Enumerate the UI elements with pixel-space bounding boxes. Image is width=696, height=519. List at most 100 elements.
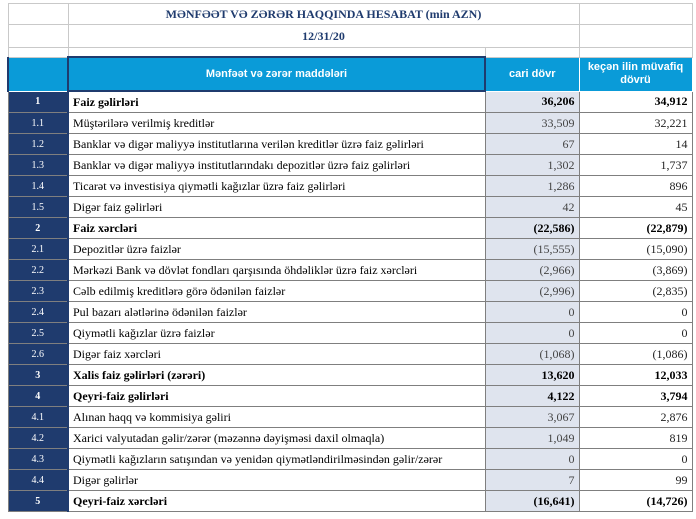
current-period-column-header[interactable]: cari dövr bbox=[484, 56, 580, 92]
current-period-value-cell[interactable]: 67 bbox=[485, 133, 580, 155]
row-label-cell[interactable]: Qeyri-faiz gəlirləri bbox=[67, 385, 486, 407]
current-period-value-cell[interactable]: 1,302 bbox=[485, 154, 580, 176]
row-number-cell[interactable]: 1.3 bbox=[7, 154, 69, 176]
row-number-cell[interactable]: 2 bbox=[7, 217, 69, 239]
row-number-cell[interactable]: 3 bbox=[7, 364, 69, 386]
prior-period-value-cell[interactable]: (22,879) bbox=[579, 217, 693, 239]
row-label-cell[interactable]: Digər faiz gəlirləri bbox=[67, 196, 486, 218]
current-period-value-cell[interactable]: 1,049 bbox=[485, 427, 580, 449]
row-label-cell[interactable]: Digər gəlirlər bbox=[67, 469, 486, 491]
current-period-value-cell[interactable]: 7 bbox=[485, 469, 580, 491]
prior-period-value-cell[interactable]: 0 bbox=[579, 301, 693, 323]
row-number-cell[interactable]: 2.1 bbox=[7, 238, 69, 260]
row-number-cell[interactable]: 4.2 bbox=[7, 427, 69, 449]
row-number-cell[interactable]: 1.1 bbox=[7, 112, 69, 134]
prior-period-value-cell[interactable]: 45 bbox=[579, 196, 693, 218]
table-row: 2.3 Cəlb edilmiş kreditlərə görə ödənilən… bbox=[7, 280, 693, 302]
current-period-value-cell[interactable]: 4,122 bbox=[485, 385, 580, 407]
row-number-cell[interactable]: 2.5 bbox=[7, 322, 69, 344]
current-period-value-cell[interactable]: 36,206 bbox=[485, 91, 580, 113]
current-period-value-cell[interactable]: 0 bbox=[485, 301, 580, 323]
row-label-cell[interactable]: Depozitlər üzrə faizlər bbox=[67, 238, 486, 260]
item-column-header[interactable]: Mənfəət və zərər maddələri bbox=[67, 56, 486, 92]
row-number-cell[interactable]: 2.4 bbox=[7, 301, 69, 323]
date-right-cell[interactable] bbox=[578, 24, 693, 48]
spacer-cell[interactable] bbox=[578, 47, 693, 58]
row-label-cell[interactable]: Ticarət və investisiya qiymətli kağızlar… bbox=[67, 175, 486, 197]
prior-period-value-cell[interactable]: 1,737 bbox=[579, 154, 693, 176]
current-period-value-cell[interactable]: 42 bbox=[485, 196, 580, 218]
table-row: 2.6 Digər faiz xərcləri (1,068) (1,086) bbox=[7, 343, 693, 365]
prior-period-value-cell[interactable]: 2,876 bbox=[579, 406, 693, 428]
prior-period-value-cell[interactable]: 99 bbox=[579, 469, 693, 491]
prior-period-value-cell[interactable]: (14,726) bbox=[579, 490, 693, 512]
current-period-value-cell[interactable]: 0 bbox=[485, 448, 580, 470]
prior-period-value-cell[interactable]: (3,869) bbox=[579, 259, 693, 281]
row-number-cell[interactable]: 4.4 bbox=[7, 469, 69, 491]
row-label-cell[interactable]: Cəlb edilmiş kreditlərə görə ödənilən fa… bbox=[67, 280, 486, 302]
table-row: 2.2 Mərkəzi Bank və dövlət fondları qarşı… bbox=[7, 259, 693, 281]
row-label-cell[interactable]: Digər faiz xərcləri bbox=[67, 343, 486, 365]
table-row: 4.3 Qiymətli kağızların satışından və yen… bbox=[7, 448, 693, 470]
title-corner-cell[interactable] bbox=[7, 3, 69, 25]
current-period-value-cell[interactable]: 13,620 bbox=[485, 364, 580, 386]
row-label-cell[interactable]: Faiz gəlirləri bbox=[67, 91, 486, 113]
row-label-cell[interactable]: Qiymətli kağızların satışından və yenidə… bbox=[67, 448, 486, 470]
report-title[interactable]: MƏNFƏƏT VƏ ZƏRƏR HAQQINDA HESABAT (min A… bbox=[67, 3, 580, 25]
row-label-cell[interactable]: Qiymətli kağızlar üzrə faizlər bbox=[67, 322, 486, 344]
current-period-value-cell[interactable]: (1,068) bbox=[485, 343, 580, 365]
title-right-cell[interactable] bbox=[578, 3, 693, 25]
current-period-value-cell[interactable]: 1,286 bbox=[485, 175, 580, 197]
row-label-cell[interactable]: Xalis faiz gəlirləri (zərəri) bbox=[67, 364, 486, 386]
row-label-cell[interactable]: Banklar və digər maliyyə institutlarına … bbox=[67, 133, 486, 155]
row-number-cell[interactable]: 1 bbox=[7, 91, 69, 113]
spacer-cell[interactable] bbox=[484, 47, 580, 58]
row-label-cell[interactable]: Müştərilərə verilmiş kreditlər bbox=[67, 112, 486, 134]
current-period-value-cell[interactable]: 0 bbox=[485, 322, 580, 344]
prior-period-value-cell[interactable]: 14 bbox=[579, 133, 693, 155]
prior-period-value-cell[interactable]: (15,090) bbox=[579, 238, 693, 260]
row-label-cell[interactable]: Xarici valyutadan gəlir/zərər (məzənnə d… bbox=[67, 427, 486, 449]
number-column-header[interactable] bbox=[7, 56, 69, 92]
row-label-cell[interactable]: Mərkəzi Bank və dövlət fondları qarşısın… bbox=[67, 259, 486, 281]
prior-period-value-cell[interactable]: (1,086) bbox=[579, 343, 693, 365]
current-period-value-cell[interactable]: (2,966) bbox=[485, 259, 580, 281]
row-label-cell[interactable]: Banklar və digər maliyyə institutlarında… bbox=[67, 154, 486, 176]
row-number-cell[interactable]: 5 bbox=[7, 490, 69, 512]
row-number-cell[interactable]: 4.1 bbox=[7, 406, 69, 428]
prior-period-value-cell[interactable]: 819 bbox=[579, 427, 693, 449]
current-period-value-cell[interactable]: (15,555) bbox=[485, 238, 580, 260]
spacer-cell[interactable] bbox=[7, 47, 69, 58]
row-number-cell[interactable]: 4 bbox=[7, 385, 69, 407]
prior-period-value-cell[interactable]: 3,794 bbox=[579, 385, 693, 407]
spacer-row bbox=[7, 47, 693, 58]
spacer-cell[interactable] bbox=[67, 47, 486, 58]
row-label-cell[interactable]: Pul bazarı alətlərinə ödənilən faizlər bbox=[67, 301, 486, 323]
row-label-cell[interactable]: Alınan haqq və kommisiya gəliri bbox=[67, 406, 486, 428]
date-corner-cell[interactable] bbox=[7, 24, 69, 48]
prior-period-value-cell[interactable]: 0 bbox=[579, 322, 693, 344]
prior-period-value-cell[interactable]: 896 bbox=[579, 175, 693, 197]
row-number-cell[interactable]: 4.3 bbox=[7, 448, 69, 470]
prior-period-column-header[interactable]: keçən ilin müvafiq dövrü bbox=[578, 56, 693, 92]
row-number-cell[interactable]: 2.6 bbox=[7, 343, 69, 365]
prior-period-value-cell[interactable]: (2,835) bbox=[579, 280, 693, 302]
prior-period-value-cell[interactable]: 12,033 bbox=[579, 364, 693, 386]
current-period-value-cell[interactable]: (2,996) bbox=[485, 280, 580, 302]
row-label-cell[interactable]: Qeyri-faiz xərcləri bbox=[67, 490, 486, 512]
prior-period-value-cell[interactable]: 32,221 bbox=[579, 112, 693, 134]
prior-period-value-cell[interactable]: 0 bbox=[579, 448, 693, 470]
prior-period-value-cell[interactable]: 34,912 bbox=[579, 91, 693, 113]
row-number-cell[interactable]: 1.4 bbox=[7, 175, 69, 197]
row-number-cell[interactable]: 2.2 bbox=[7, 259, 69, 281]
row-number-cell[interactable]: 1.2 bbox=[7, 133, 69, 155]
current-period-value-cell[interactable]: 3,067 bbox=[485, 406, 580, 428]
current-period-value-cell[interactable]: (22,586) bbox=[485, 217, 580, 239]
row-number-cell[interactable]: 1.5 bbox=[7, 196, 69, 218]
row-number-cell[interactable]: 2.3 bbox=[7, 280, 69, 302]
table-row: 1.5 Digər faiz gəlirləri 42 45 bbox=[7, 196, 693, 218]
current-period-value-cell[interactable]: 33,509 bbox=[485, 112, 580, 134]
current-period-value-cell[interactable]: (16,641) bbox=[485, 490, 580, 512]
row-label-cell[interactable]: Faiz xərcləri bbox=[67, 217, 486, 239]
report-date[interactable]: 12/31/20 bbox=[67, 24, 580, 48]
